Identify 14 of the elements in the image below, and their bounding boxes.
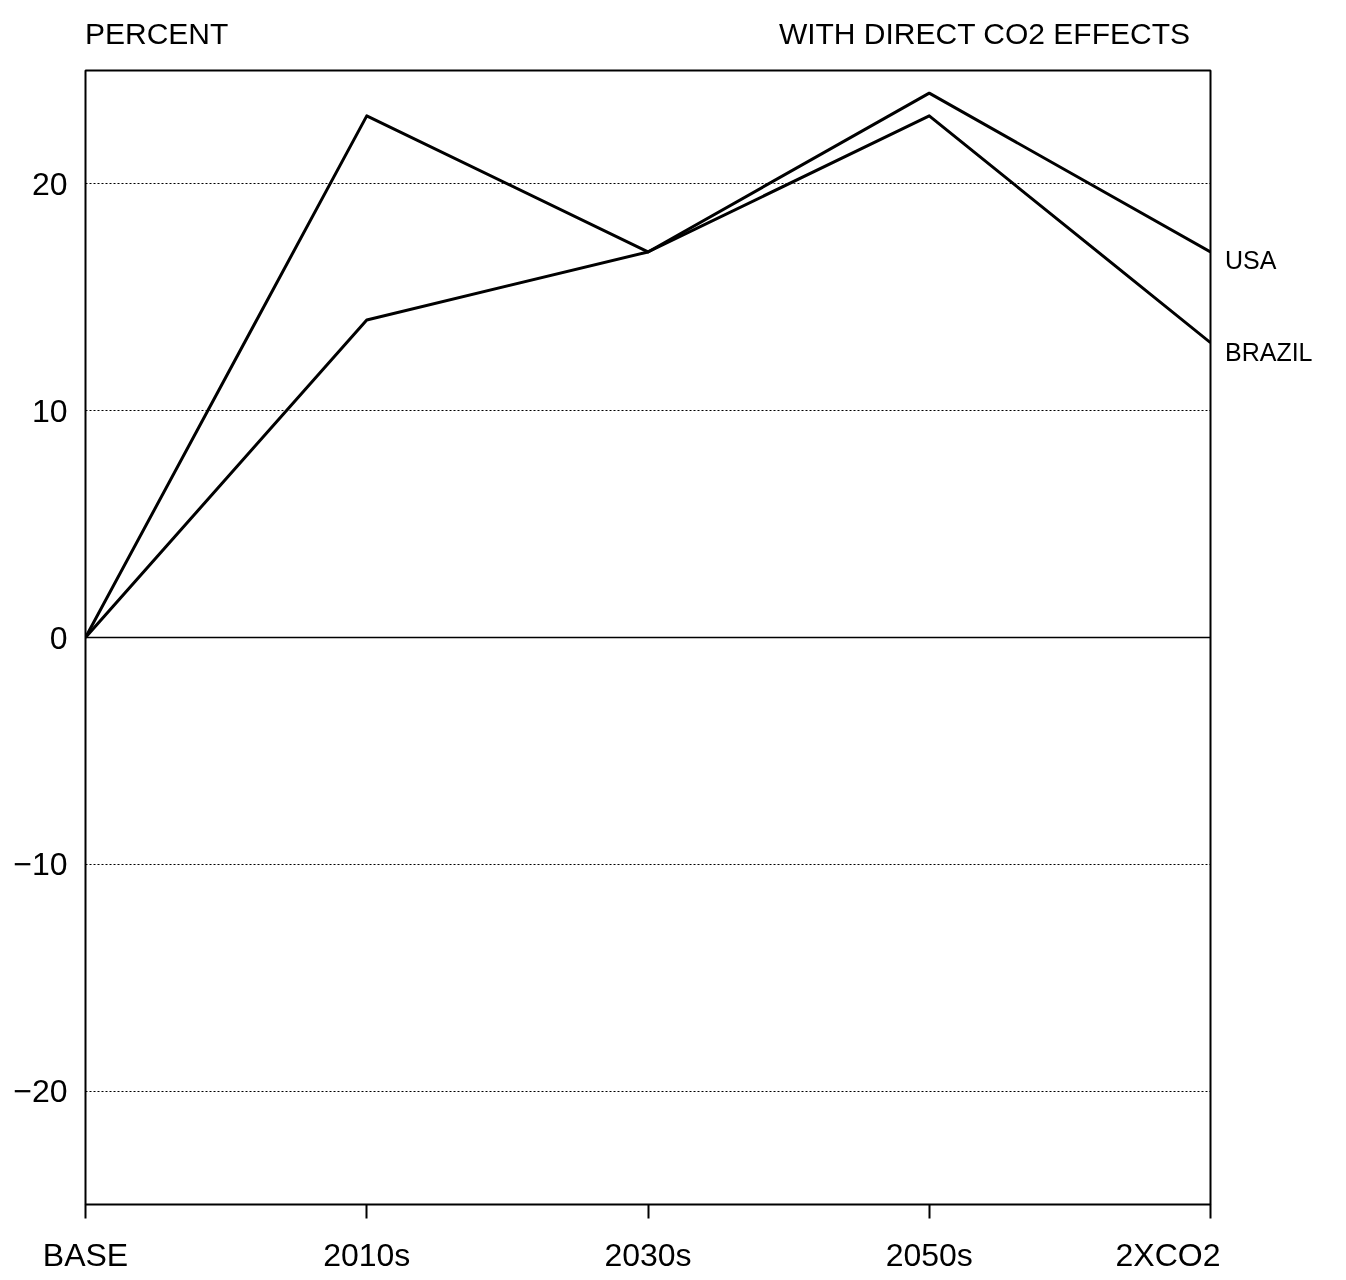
series-label: BRAZIL: [1225, 336, 1313, 368]
y-axis-title: PERCENT: [85, 16, 229, 52]
y-tick-label: −20: [13, 1073, 68, 1110]
series-label: USA: [1225, 245, 1277, 277]
y-tick-label: 0: [49, 619, 68, 656]
x-tick-label: 2030s: [604, 1236, 692, 1273]
chart-title: WITH DIRECT CO2 EFFECTS: [778, 16, 1190, 52]
x-tick-label: BASE: [42, 1236, 129, 1273]
y-tick-label: −10: [13, 846, 68, 883]
x-tick-label: 2050s: [885, 1236, 973, 1273]
y-tick-label: 10: [31, 392, 68, 429]
x-tick-label: 2XCO2: [1115, 1236, 1221, 1273]
x-tick-label: 2010s: [323, 1236, 411, 1273]
y-tick-label: 20: [31, 165, 68, 202]
